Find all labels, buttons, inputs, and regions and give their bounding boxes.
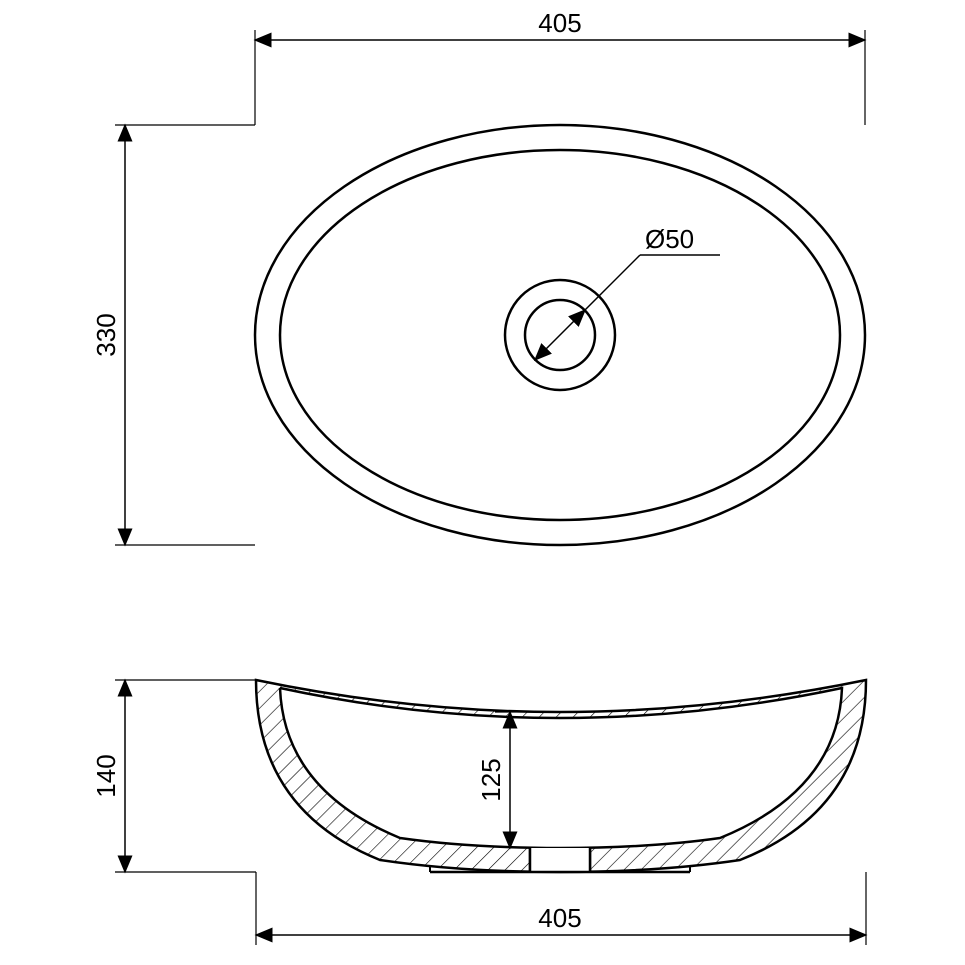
- drain-dia-arrow: [535, 310, 585, 360]
- drawing-container: Ø50 405 330: [0, 0, 965, 965]
- top-view: Ø50: [255, 125, 865, 545]
- section-outer: [256, 680, 866, 872]
- height-top-label: 330: [91, 313, 121, 356]
- technical-drawing-svg: Ø50 405 330: [0, 0, 965, 965]
- height-outer-label: 140: [91, 754, 121, 797]
- dim-height-inner: 125: [476, 712, 560, 848]
- drain-gap: [530, 848, 590, 872]
- dim-width-bottom: 405: [256, 872, 866, 945]
- drain-dia-label: Ø50: [645, 224, 694, 254]
- width-top-label: 405: [538, 8, 581, 38]
- drain-leader: [585, 255, 640, 310]
- section-view: [256, 680, 866, 872]
- width-bottom-label: 405: [538, 903, 581, 933]
- dim-height-outer: 140: [91, 680, 256, 872]
- height-inner-label: 125: [476, 758, 506, 801]
- dim-width-top: 405: [255, 8, 865, 125]
- dim-height-top: 330: [91, 125, 255, 545]
